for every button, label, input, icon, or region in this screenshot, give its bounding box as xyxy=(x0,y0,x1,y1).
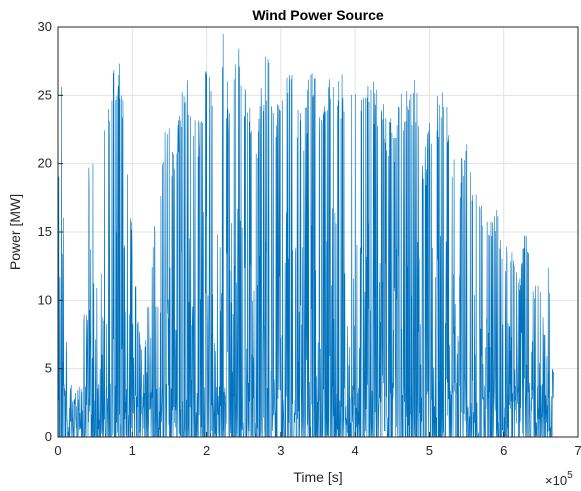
y-axis-label: Power [MW] xyxy=(7,194,23,270)
chart-title: Wind Power Source xyxy=(252,7,384,23)
x-axis-ticks: 0 1 2 3 4 5 6 7 xyxy=(54,432,581,458)
x-tick-label: 0 xyxy=(54,443,61,458)
y-tick-label: 15 xyxy=(38,224,52,239)
x-tick-label: 2 xyxy=(203,443,210,458)
x-tick-label: 3 xyxy=(277,443,284,458)
x-tick-label: 1 xyxy=(129,443,136,458)
y-tick-label: 30 xyxy=(38,19,52,34)
x-tick-label: 6 xyxy=(500,443,507,458)
x-axis-multiplier-exponent: 5 xyxy=(567,470,573,481)
x-axis-multiplier-base: ×10 xyxy=(545,473,567,488)
y-tick-label: 20 xyxy=(38,156,52,171)
x-tick-label: 4 xyxy=(352,443,359,458)
y-tick-label: 25 xyxy=(38,87,52,102)
x-axis-multiplier: ×105 xyxy=(545,470,573,488)
y-axis-ticks: 0 5 10 15 20 25 30 xyxy=(38,19,63,444)
x-tick-label: 5 xyxy=(426,443,433,458)
y-tick-label: 10 xyxy=(38,292,52,307)
x-axis-label: Time [s] xyxy=(293,469,342,485)
y-tick-label: 0 xyxy=(45,429,52,444)
x-tick-label: 7 xyxy=(574,443,581,458)
y-tick-label: 5 xyxy=(45,361,52,376)
